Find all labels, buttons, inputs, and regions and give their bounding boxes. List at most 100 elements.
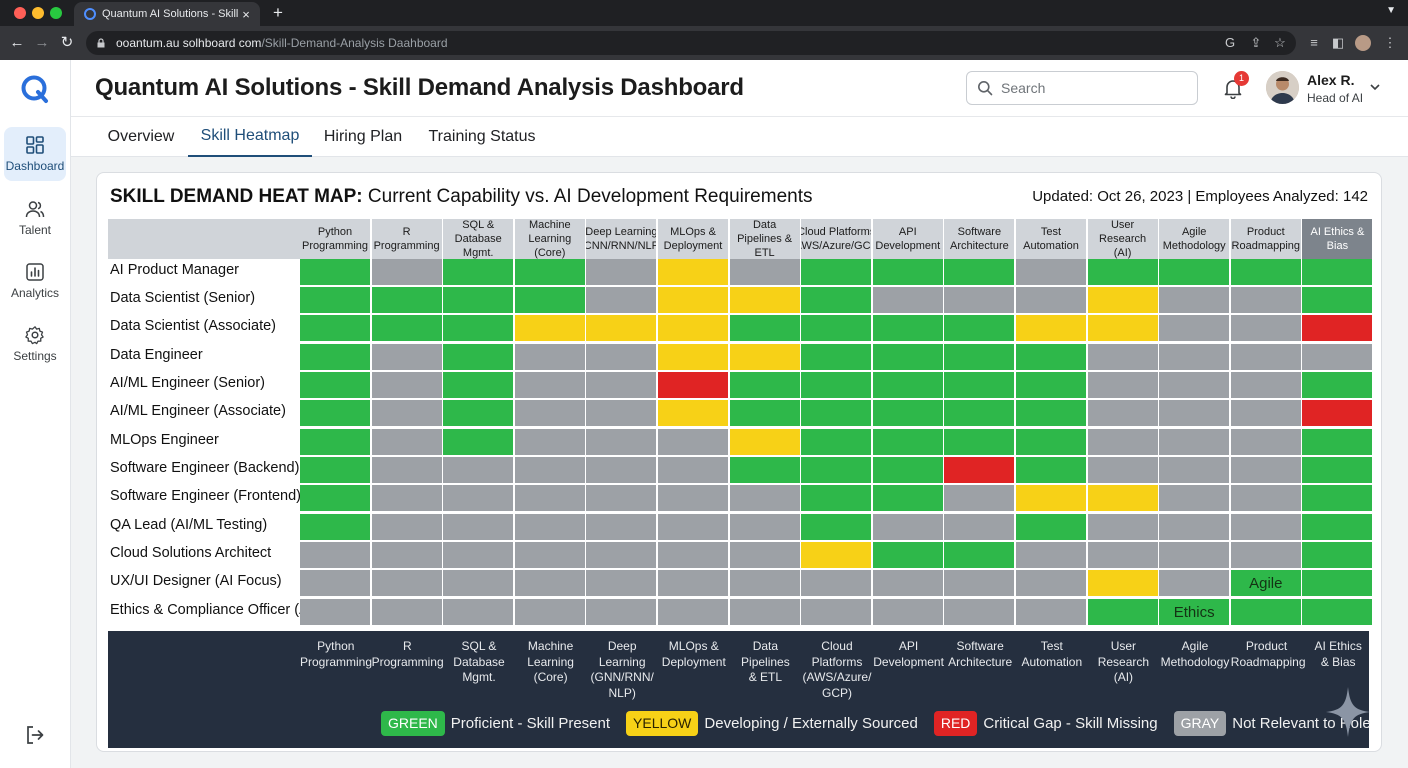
heatmap-cell[interactable]: [443, 599, 514, 625]
heatmap-cell[interactable]: [300, 259, 370, 285]
google-icon[interactable]: G: [1224, 35, 1236, 50]
heatmap-cell[interactable]: [1016, 287, 1086, 313]
heatmap-cell[interactable]: [729, 542, 800, 568]
heatmap-cell[interactable]: [586, 344, 657, 370]
heatmap-cell[interactable]: [443, 457, 514, 483]
heatmap-cell[interactable]: [944, 485, 1015, 511]
heatmap-cell[interactable]: [1016, 315, 1086, 341]
heatmap-cell[interactable]: [801, 570, 872, 596]
heatmap-cell[interactable]: [300, 429, 370, 455]
heatmap-cell[interactable]: [658, 485, 728, 511]
heatmap-cell[interactable]: [729, 514, 800, 540]
heatmap-cell[interactable]: [514, 400, 585, 426]
heatmap-cell[interactable]: [872, 485, 943, 511]
heatmap-cell[interactable]: [1159, 372, 1230, 398]
heatmap-cell[interactable]: [729, 287, 800, 313]
heatmap-cell[interactable]: [443, 514, 514, 540]
heatmap-cell[interactable]: [300, 542, 370, 568]
tab-overview[interactable]: Overview: [107, 128, 175, 145]
heatmap-cell[interactable]: [801, 599, 872, 625]
heatmap-cell[interactable]: [872, 315, 943, 341]
heatmap-cell[interactable]: [944, 542, 1015, 568]
heatmap-cell[interactable]: [658, 429, 728, 455]
heatmap-cell[interactable]: [1159, 485, 1230, 511]
heatmap-cell[interactable]: [300, 315, 370, 341]
heatmap-cell[interactable]: [300, 287, 370, 313]
heatmap-cell[interactable]: [1302, 400, 1373, 426]
heatmap-cell[interactable]: [443, 570, 514, 596]
heatmap-cell[interactable]: [1302, 599, 1373, 625]
window-minimize-button[interactable]: [32, 7, 44, 19]
sidebar-item-analytics[interactable]: Analytics: [4, 254, 66, 308]
heatmap-cell[interactable]: [1159, 542, 1230, 568]
heatmap-cell[interactable]: [371, 259, 442, 285]
heatmap-cell[interactable]: [514, 372, 585, 398]
heatmap-cell[interactable]: [944, 259, 1015, 285]
heatmap-cell[interactable]: [1230, 485, 1301, 511]
heatmap-cell[interactable]: [729, 400, 800, 426]
sidebar-item-talent[interactable]: Talent: [4, 191, 66, 245]
heatmap-cell[interactable]: [300, 400, 370, 426]
heatmap-cell[interactable]: [1087, 542, 1158, 568]
heatmap-cell[interactable]: [371, 344, 442, 370]
heatmap-cell[interactable]: [443, 344, 514, 370]
heatmap-cell[interactable]: [586, 259, 657, 285]
window-close-button[interactable]: [14, 7, 26, 19]
heatmap-cell[interactable]: [1302, 259, 1373, 285]
heatmap-cell[interactable]: [872, 570, 943, 596]
heatmap-cell[interactable]: [514, 599, 585, 625]
heatmap-cell[interactable]: [371, 485, 442, 511]
heatmap-cell[interactable]: [371, 570, 442, 596]
heatmap-cell[interactable]: [514, 485, 585, 511]
heatmap-cell[interactable]: [586, 400, 657, 426]
heatmap-cell[interactable]: [801, 259, 872, 285]
heatmap-cell[interactable]: [872, 344, 943, 370]
heatmap-cell[interactable]: [1016, 400, 1086, 426]
heatmap-cell[interactable]: [658, 315, 728, 341]
heatmap-cell[interactable]: [443, 429, 514, 455]
heatmap-cell[interactable]: [944, 570, 1015, 596]
heatmap-cell[interactable]: [801, 344, 872, 370]
heatmap-cell[interactable]: [371, 457, 442, 483]
heatmap-cell[interactable]: [1016, 429, 1086, 455]
heatmap-cell[interactable]: [443, 372, 514, 398]
heatmap-cell[interactable]: [801, 514, 872, 540]
heatmap-cell[interactable]: [371, 429, 442, 455]
sidebar-item-dashboard[interactable]: Dashboard: [4, 127, 66, 181]
heatmap-cell[interactable]: [944, 429, 1015, 455]
heatmap-cell[interactable]: [1016, 570, 1086, 596]
heatmap-cell[interactable]: [1087, 514, 1158, 540]
heatmap-cell[interactable]: [658, 457, 728, 483]
heatmap-cell[interactable]: [1230, 400, 1301, 426]
heatmap-cell[interactable]: [443, 259, 514, 285]
heatmap-cell[interactable]: [1230, 599, 1301, 625]
heatmap-cell[interactable]: [1087, 372, 1158, 398]
heatmap-cell[interactable]: [801, 485, 872, 511]
heatmap-cell[interactable]: [1159, 344, 1230, 370]
heatmap-cell[interactable]: [1302, 457, 1373, 483]
heatmap-cell[interactable]: [658, 259, 728, 285]
heatmap-cell[interactable]: [1230, 287, 1301, 313]
heatmap-cell[interactable]: [1087, 429, 1158, 455]
heatmap-cell[interactable]: [1087, 400, 1158, 426]
heatmap-cell[interactable]: [1302, 485, 1373, 511]
heatmap-cell[interactable]: [801, 287, 872, 313]
heatmap-cell[interactable]: [658, 287, 728, 313]
heatmap-cell[interactable]: [1016, 372, 1086, 398]
heatmap-cell[interactable]: Ethics: [1159, 599, 1230, 625]
heatmap-cell[interactable]: [1087, 259, 1158, 285]
heatmap-cell[interactable]: [944, 315, 1015, 341]
heatmap-cell[interactable]: [944, 457, 1015, 483]
logout-icon[interactable]: [24, 724, 46, 746]
heatmap-cell[interactable]: [586, 542, 657, 568]
sidebar-panel-icon[interactable]: ◧: [1331, 35, 1345, 50]
heatmap-cell[interactable]: [1230, 259, 1301, 285]
heatmap-cell[interactable]: [872, 542, 943, 568]
heatmap-cell[interactable]: [586, 570, 657, 596]
heatmap-cell[interactable]: [729, 457, 800, 483]
heatmap-cell[interactable]: [586, 457, 657, 483]
heatmap-cell[interactable]: [944, 344, 1015, 370]
heatmap-cell[interactable]: [1302, 315, 1373, 341]
heatmap-cell[interactable]: [1159, 287, 1230, 313]
tab-training-status[interactable]: Training Status: [428, 128, 536, 145]
